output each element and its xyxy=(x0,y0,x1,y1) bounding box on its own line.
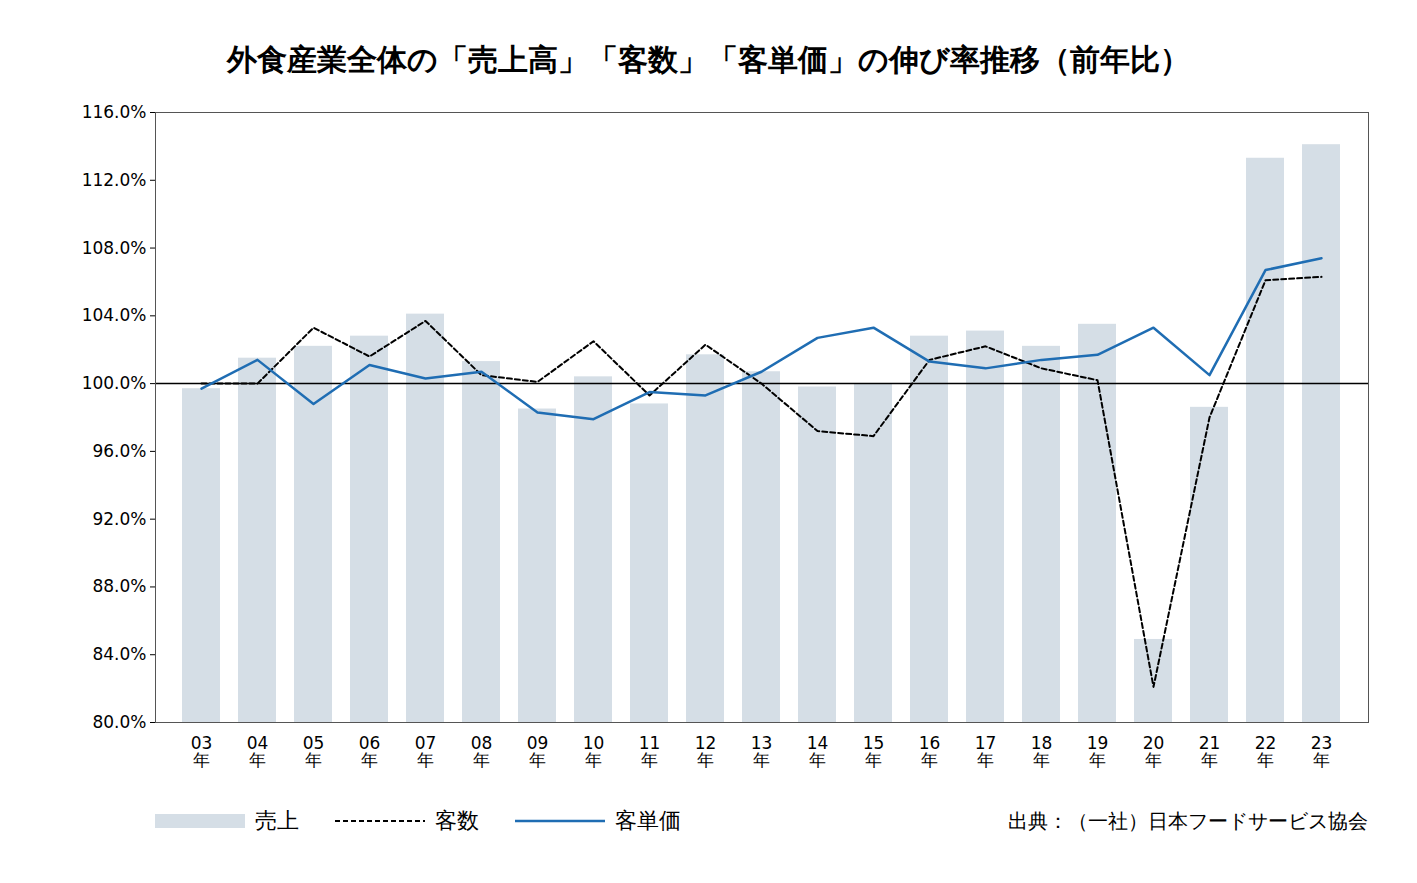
svg-text:116.0%: 116.0% xyxy=(82,102,147,122)
svg-text:84.0%: 84.0% xyxy=(92,644,146,664)
html-text:客単価: 客単価 xyxy=(615,808,681,833)
svg-text:80.0%: 80.0% xyxy=(92,712,146,732)
svg-text:16年: 16年 xyxy=(919,733,941,770)
svg-text:96.0%: 96.0% xyxy=(92,441,146,461)
svg-text:19年: 19年 xyxy=(1087,733,1109,770)
svg-text:88.0%: 88.0% xyxy=(92,576,146,596)
svg-text:09年: 09年 xyxy=(527,733,549,770)
svg-text:03年: 03年 xyxy=(191,733,213,770)
svg-text:21年: 21年 xyxy=(1199,733,1221,770)
svg-text:18年: 18年 xyxy=(1031,733,1053,770)
svg-text:100.0%: 100.0% xyxy=(82,373,147,393)
svg-text:112.0%: 112.0% xyxy=(82,170,147,190)
svg-text:10年: 10年 xyxy=(583,733,605,770)
html-text:売上: 売上 xyxy=(255,808,299,833)
svg-text:92.0%: 92.0% xyxy=(92,509,146,529)
html-text:客数: 客数 xyxy=(435,808,479,833)
svg-text:13年: 13年 xyxy=(751,733,773,770)
html-text:外食産業全体の「売上高」「客数」「客単価」の伸び率推移（前年: 外食産業全体の「売上高」「客数」「客単価」の伸び率推移（前年比） xyxy=(227,42,1190,77)
svg-text:04年: 04年 xyxy=(247,733,269,770)
svg-text:23年: 23年 xyxy=(1311,733,1333,770)
svg-text:108.0%: 108.0% xyxy=(82,237,147,257)
svg-text:07年: 07年 xyxy=(415,733,437,770)
svg-text:22年: 22年 xyxy=(1255,733,1277,770)
svg-text:20年: 20年 xyxy=(1143,733,1165,770)
svg-text:11年: 11年 xyxy=(639,733,661,770)
svg-text:14年: 14年 xyxy=(807,733,829,770)
svg-text:104.0%: 104.0% xyxy=(82,305,147,325)
svg-text:05年: 05年 xyxy=(303,733,325,770)
svg-text:12年: 12年 xyxy=(695,733,717,770)
svg-text:06年: 06年 xyxy=(359,733,381,770)
svg-text:15年: 15年 xyxy=(863,733,885,770)
svg-text:17年: 17年 xyxy=(975,733,997,770)
svg-text:08年: 08年 xyxy=(471,733,493,770)
html-text:出典：（一社）日本フードサービス協会: 出典：（一社）日本フードサービス協会 xyxy=(1008,808,1368,833)
